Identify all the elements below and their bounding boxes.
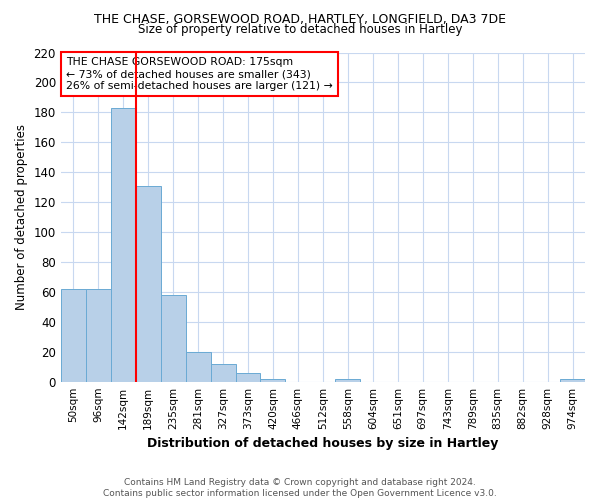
Bar bbox=[260, 378, 286, 382]
Bar bbox=[111, 108, 136, 382]
Bar bbox=[335, 378, 361, 382]
Bar bbox=[136, 186, 161, 382]
Bar bbox=[560, 378, 585, 382]
Text: Contains HM Land Registry data © Crown copyright and database right 2024.
Contai: Contains HM Land Registry data © Crown c… bbox=[103, 478, 497, 498]
Bar bbox=[61, 289, 86, 382]
Text: THE CHASE, GORSEWOOD ROAD, HARTLEY, LONGFIELD, DA3 7DE: THE CHASE, GORSEWOOD ROAD, HARTLEY, LONG… bbox=[94, 12, 506, 26]
Text: THE CHASE GORSEWOOD ROAD: 175sqm
← 73% of detached houses are smaller (343)
26% : THE CHASE GORSEWOOD ROAD: 175sqm ← 73% o… bbox=[66, 58, 333, 90]
Bar bbox=[185, 352, 211, 382]
Bar bbox=[236, 372, 260, 382]
Text: Size of property relative to detached houses in Hartley: Size of property relative to detached ho… bbox=[138, 22, 462, 36]
X-axis label: Distribution of detached houses by size in Hartley: Distribution of detached houses by size … bbox=[147, 437, 499, 450]
Bar bbox=[211, 364, 236, 382]
Y-axis label: Number of detached properties: Number of detached properties bbox=[15, 124, 28, 310]
Bar bbox=[86, 289, 111, 382]
Bar bbox=[161, 295, 185, 382]
